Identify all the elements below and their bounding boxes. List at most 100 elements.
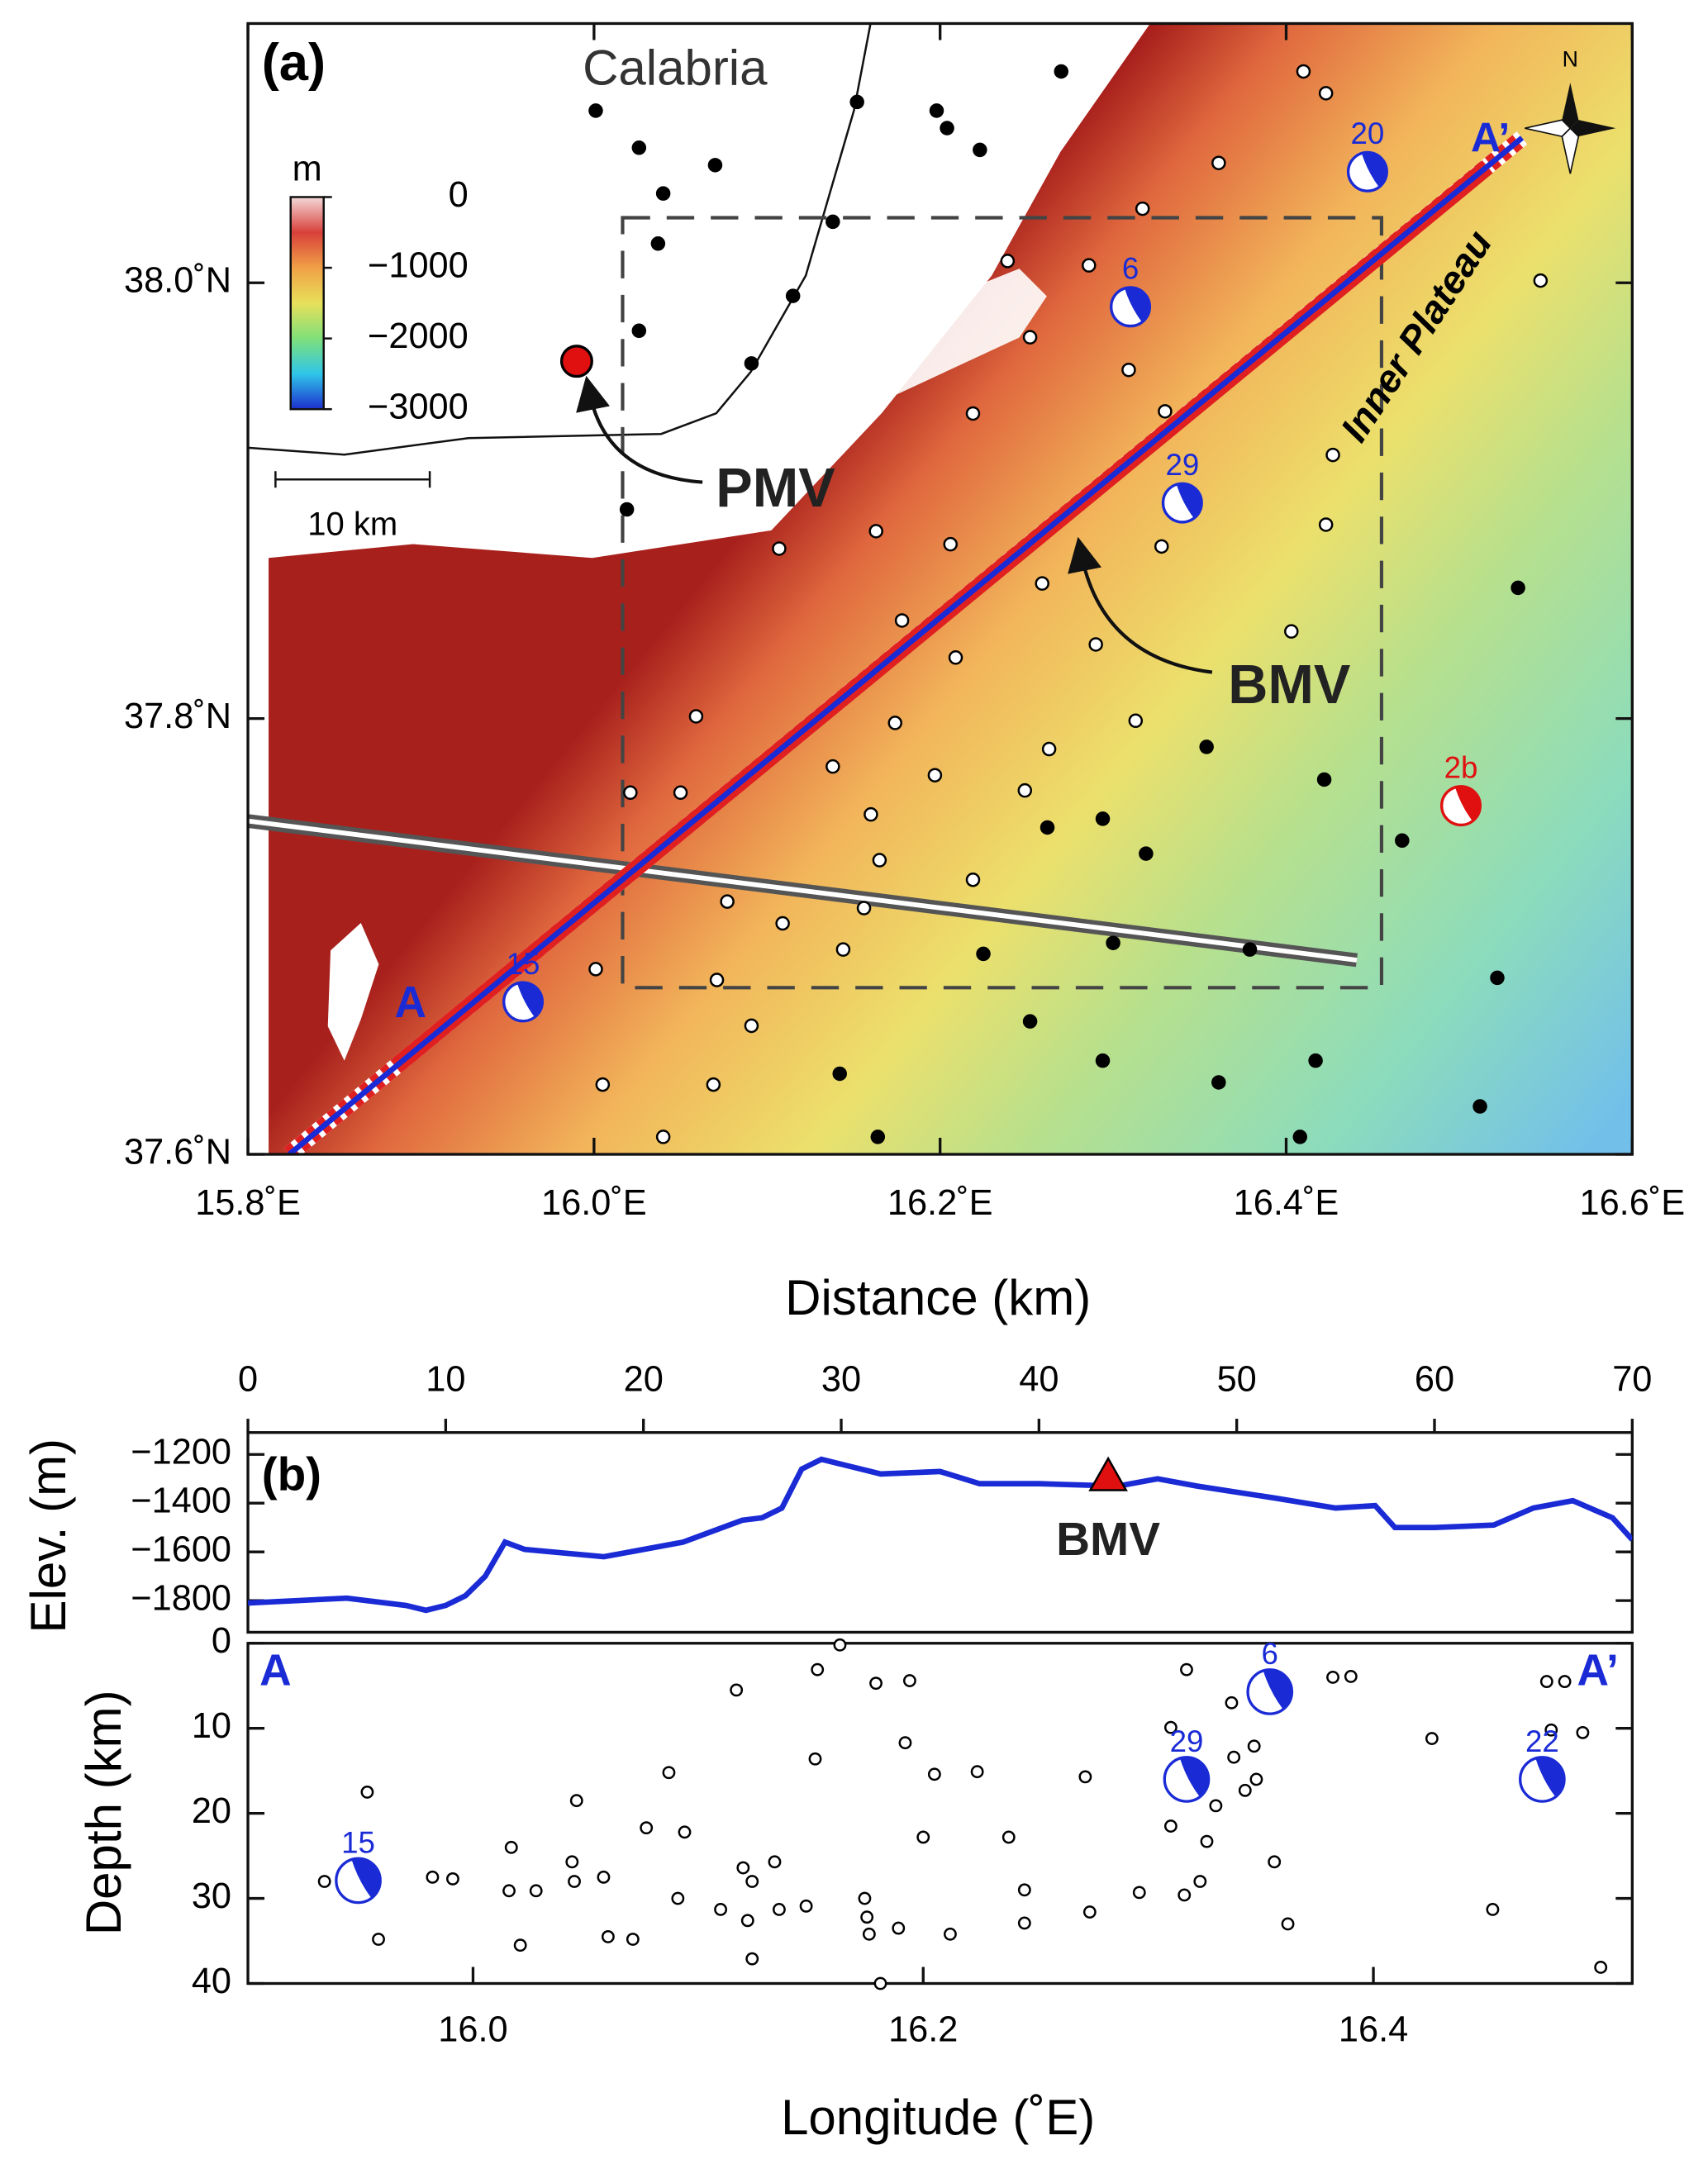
- earthquake: [707, 158, 723, 173]
- focal-mechanism-quadrant: [1179, 1757, 1209, 1797]
- y-tick-label: 10: [192, 1706, 231, 1746]
- earthquake: [1132, 1886, 1146, 1900]
- earthquake: [887, 716, 902, 730]
- earthquake: [1054, 64, 1069, 79]
- x-tick-label: 15.8˚E: [195, 1183, 301, 1223]
- earthquake: [504, 1840, 518, 1854]
- y-tick-label: 37.6˚N: [124, 1132, 231, 1172]
- earthquake: [772, 541, 787, 556]
- focal-mechanism-quadrant: [351, 1858, 380, 1899]
- earthquake: [768, 1855, 782, 1869]
- earthquake: [529, 1884, 543, 1898]
- colorbar-tick-label: −2000: [368, 316, 469, 356]
- y-tick-label: 40: [192, 1962, 231, 2001]
- y-tick-label: 37.8˚N: [124, 697, 231, 736]
- earthquake: [569, 1794, 583, 1808]
- y-tick-label: −1600: [131, 1530, 231, 1570]
- earthquake: [965, 406, 981, 421]
- y-tick-label: 0: [212, 1621, 231, 1661]
- north-label: N: [1563, 47, 1578, 72]
- earthquake: [1268, 1855, 1282, 1869]
- x-tick-label: 10: [426, 1360, 465, 1400]
- focal-mechanism-quadrant: [517, 982, 543, 1018]
- earthquake: [833, 1638, 847, 1652]
- earthquake: [1292, 1130, 1308, 1144]
- profile-label: A’: [1577, 1647, 1618, 1696]
- y-tick-label: 38.0˚N: [124, 261, 231, 301]
- earthquake: [631, 323, 647, 339]
- earthquake: [1318, 86, 1334, 101]
- earthquake: [1121, 362, 1136, 378]
- event-label: 6: [1262, 1637, 1278, 1671]
- region-label: Calabria: [583, 40, 768, 96]
- event-label: 20: [1351, 117, 1385, 150]
- earthquake: [626, 1933, 640, 1946]
- y-axis-title: Depth (km): [76, 1690, 131, 1935]
- earthquake: [929, 103, 944, 118]
- earthquake: [1041, 741, 1057, 757]
- earthquake: [1296, 64, 1311, 79]
- earthquake: [873, 1976, 887, 1990]
- y-tick-label: −1800: [131, 1579, 231, 1619]
- earthquake: [588, 962, 603, 977]
- earthquake: [662, 1766, 676, 1780]
- earthquake: [1325, 447, 1340, 463]
- x-tick-label: 16.2: [888, 2009, 958, 2049]
- earthquake: [1308, 1053, 1323, 1068]
- earthquake: [1001, 1830, 1016, 1844]
- scale-bar: [274, 471, 431, 488]
- earthquake: [808, 1752, 822, 1766]
- earthquake: [1211, 155, 1226, 170]
- earthquake: [745, 1952, 759, 1966]
- earthquake: [927, 1767, 941, 1781]
- earthquake: [856, 901, 872, 916]
- x-tick-label: 30: [821, 1360, 861, 1400]
- earthquake: [1035, 576, 1049, 591]
- x-tick-label: 70: [1612, 1360, 1652, 1400]
- earthquake: [1200, 1834, 1214, 1848]
- earthquake: [1017, 1916, 1031, 1930]
- x-tick-label: 40: [1019, 1360, 1059, 1400]
- volcano-label: BMV: [1056, 1514, 1160, 1566]
- earthquake: [1199, 740, 1214, 754]
- earthquake: [1040, 820, 1055, 835]
- earthquake: [1095, 1053, 1111, 1068]
- earthquake: [1095, 811, 1111, 826]
- earthquake: [317, 1875, 331, 1888]
- earthquake: [1539, 1675, 1553, 1689]
- earthquake: [970, 1765, 984, 1779]
- earthquake: [785, 288, 801, 303]
- earthquake: [640, 1821, 654, 1835]
- profile-label: A’: [1471, 114, 1510, 160]
- earthquake: [775, 916, 790, 931]
- event-label: 15: [507, 947, 540, 981]
- earthquake: [1326, 1671, 1339, 1684]
- earthquake: [588, 103, 603, 118]
- earthquake: [1211, 1075, 1226, 1090]
- earthquake: [709, 973, 725, 987]
- earthquake: [927, 768, 943, 782]
- x-tick-label: 60: [1415, 1360, 1454, 1400]
- earthquake: [1082, 1905, 1097, 1919]
- x-tick-label: 16.4˚E: [1234, 1183, 1339, 1223]
- earthquake: [973, 142, 987, 158]
- earthquake: [1318, 517, 1334, 532]
- earthquake: [869, 1677, 883, 1691]
- earthquake: [744, 356, 759, 371]
- x-tick-label: 16.6˚E: [1579, 1183, 1685, 1223]
- earthquake: [1281, 1917, 1295, 1931]
- x-axis-title: Distance (km): [785, 1270, 1091, 1325]
- earthquake: [864, 806, 878, 822]
- earthquake: [446, 1872, 459, 1886]
- colorbar-tick-label: 0: [449, 175, 469, 215]
- study-box: [621, 216, 1384, 990]
- map-background: [248, 23, 1633, 1155]
- volcano-label: PMV: [716, 458, 835, 519]
- earthquake: [1154, 539, 1169, 554]
- x-tick-label: 16.0: [438, 2009, 507, 2049]
- focal-mechanism: [1163, 1756, 1211, 1803]
- event-label: 2b: [1444, 750, 1478, 784]
- earthquake: [940, 121, 954, 136]
- earthquake: [849, 94, 864, 110]
